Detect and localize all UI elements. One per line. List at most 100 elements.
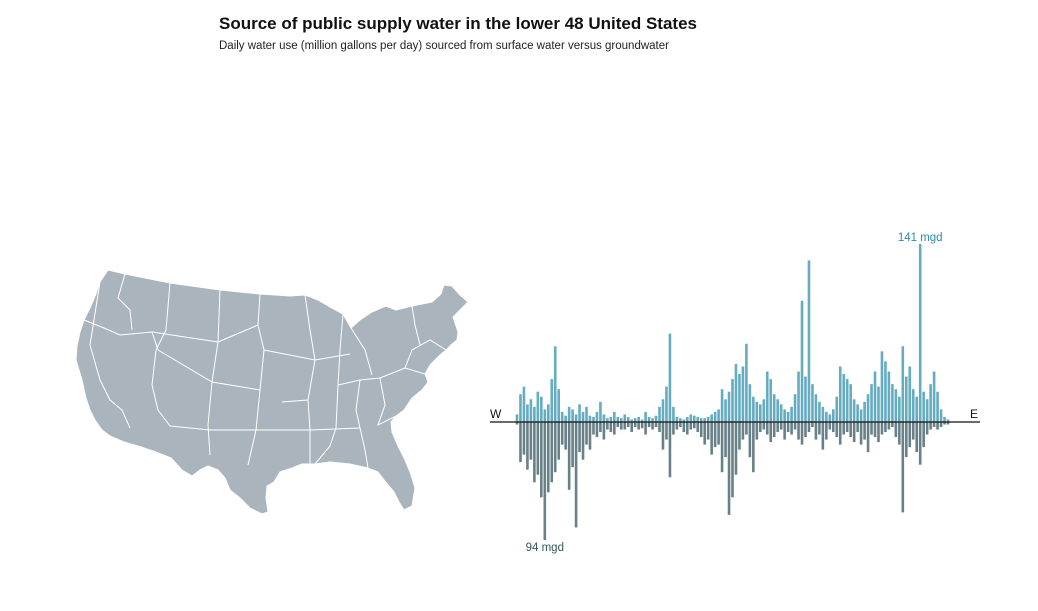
state-border bbox=[304, 294, 316, 464]
surface-water-bar bbox=[529, 399, 533, 422]
state-border bbox=[157, 349, 261, 391]
groundwater-bar bbox=[807, 422, 811, 433]
groundwater-bar bbox=[717, 422, 720, 445]
us-map-outline bbox=[75, 269, 469, 515]
groundwater-bar bbox=[929, 422, 932, 430]
groundwater-bar bbox=[692, 422, 696, 429]
groundwater-bar bbox=[939, 422, 943, 428]
groundwater-bar bbox=[738, 422, 741, 450]
surface-water-bar bbox=[703, 418, 706, 422]
chart-title: Source of public supply water in the low… bbox=[219, 14, 697, 33]
surface-water-bar bbox=[821, 406, 825, 422]
surface-water-bar bbox=[675, 416, 679, 422]
state-border bbox=[169, 425, 361, 431]
surface-water-bar bbox=[849, 384, 852, 422]
groundwater-bar bbox=[606, 422, 609, 430]
surface-water-bar bbox=[856, 404, 859, 422]
surface-water-bar bbox=[557, 389, 561, 422]
surface-water-bar bbox=[884, 361, 887, 422]
groundwater-bar bbox=[838, 422, 842, 445]
groundwater-bar bbox=[845, 422, 849, 433]
surface-water-bar bbox=[838, 366, 842, 422]
surface-water-bar bbox=[658, 406, 661, 422]
groundwater-bar bbox=[811, 422, 814, 428]
surface-water-bar bbox=[863, 401, 866, 422]
surface-water-bar bbox=[811, 384, 814, 422]
surface-water-bar bbox=[911, 389, 915, 422]
state-border bbox=[350, 327, 373, 376]
surface-water-bar bbox=[904, 376, 908, 422]
groundwater-bar bbox=[786, 422, 790, 433]
surface-water-bar bbox=[637, 416, 640, 422]
groundwater-bar bbox=[519, 422, 522, 463]
surface-water-bar bbox=[873, 371, 877, 422]
surface-water-bar bbox=[713, 411, 717, 422]
surface-water-bar bbox=[686, 416, 689, 422]
surface-water-bar bbox=[762, 399, 766, 422]
groundwater-bar bbox=[710, 422, 713, 455]
groundwater-bar bbox=[647, 422, 651, 428]
us-map-shape bbox=[75, 269, 469, 515]
surface-water-bar bbox=[633, 418, 637, 422]
surface-water-bar bbox=[741, 366, 745, 422]
groundwater-bar bbox=[644, 422, 647, 435]
surface-water-bar bbox=[828, 414, 832, 422]
groundwater-bar bbox=[613, 422, 616, 435]
groundwater-bar bbox=[741, 422, 745, 440]
groundwater-bar bbox=[745, 422, 748, 435]
groundwater-bar bbox=[870, 422, 873, 435]
surface-water-bar bbox=[522, 386, 526, 422]
groundwater-bar bbox=[884, 422, 887, 433]
surface-water-bar bbox=[748, 384, 752, 422]
groundwater-bar bbox=[588, 422, 592, 450]
groundwater-bar bbox=[759, 422, 762, 433]
surface-water-bar bbox=[644, 411, 647, 422]
us-lower-48-map bbox=[75, 269, 469, 515]
surface-water-bar bbox=[932, 371, 936, 422]
groundwater-bar bbox=[713, 422, 717, 448]
groundwater-bar bbox=[752, 422, 755, 473]
surface-water-bar bbox=[564, 415, 567, 422]
groundwater-bar bbox=[679, 422, 682, 428]
surface-water-bar bbox=[560, 411, 564, 422]
surface-water-bar bbox=[738, 374, 741, 422]
groundwater-bar bbox=[550, 422, 554, 483]
groundwater-bar bbox=[699, 422, 703, 438]
surface-water-bar bbox=[755, 401, 759, 422]
groundwater-bar bbox=[818, 422, 821, 435]
state-border bbox=[314, 427, 337, 465]
surface-water-bar bbox=[640, 419, 644, 422]
groundwater-bar bbox=[654, 422, 658, 428]
surface-water-bar bbox=[845, 379, 849, 422]
groundwater-bar bbox=[557, 422, 561, 460]
groundwater-bar bbox=[852, 422, 856, 443]
surface-water-bar bbox=[699, 418, 703, 422]
surface-water-bar bbox=[943, 416, 946, 422]
surface-water-bar bbox=[800, 300, 804, 422]
groundwater-bar bbox=[932, 422, 936, 428]
axis-label-west: W bbox=[490, 407, 502, 421]
surface-water-bar bbox=[710, 414, 713, 422]
surface-water-bar bbox=[585, 406, 588, 422]
surface-water-bar bbox=[592, 416, 595, 422]
surface-water-bar bbox=[724, 399, 727, 422]
groundwater-bar bbox=[522, 422, 526, 455]
surface-water-bar bbox=[835, 396, 839, 422]
groundwater-bar bbox=[772, 422, 776, 438]
groundwater-bar bbox=[578, 422, 581, 453]
groundwater-bar bbox=[776, 422, 779, 433]
groundwater-bar bbox=[859, 422, 863, 445]
surface-water-bar bbox=[519, 394, 522, 422]
surface-water-bar bbox=[533, 406, 536, 422]
surface-water-bar bbox=[606, 418, 609, 422]
groundwater-bar bbox=[918, 422, 922, 465]
surface-water-bar bbox=[946, 419, 950, 422]
state-border bbox=[404, 339, 447, 369]
surface-water-bar bbox=[588, 415, 592, 422]
axis-label-east: E bbox=[970, 407, 978, 421]
groundwater-bar bbox=[925, 422, 929, 435]
surface-water-bar bbox=[870, 384, 873, 422]
groundwater-bar bbox=[779, 422, 783, 430]
max-groundwater-annotation: 94 mgd bbox=[526, 542, 564, 554]
surface-water-bar bbox=[626, 416, 630, 422]
